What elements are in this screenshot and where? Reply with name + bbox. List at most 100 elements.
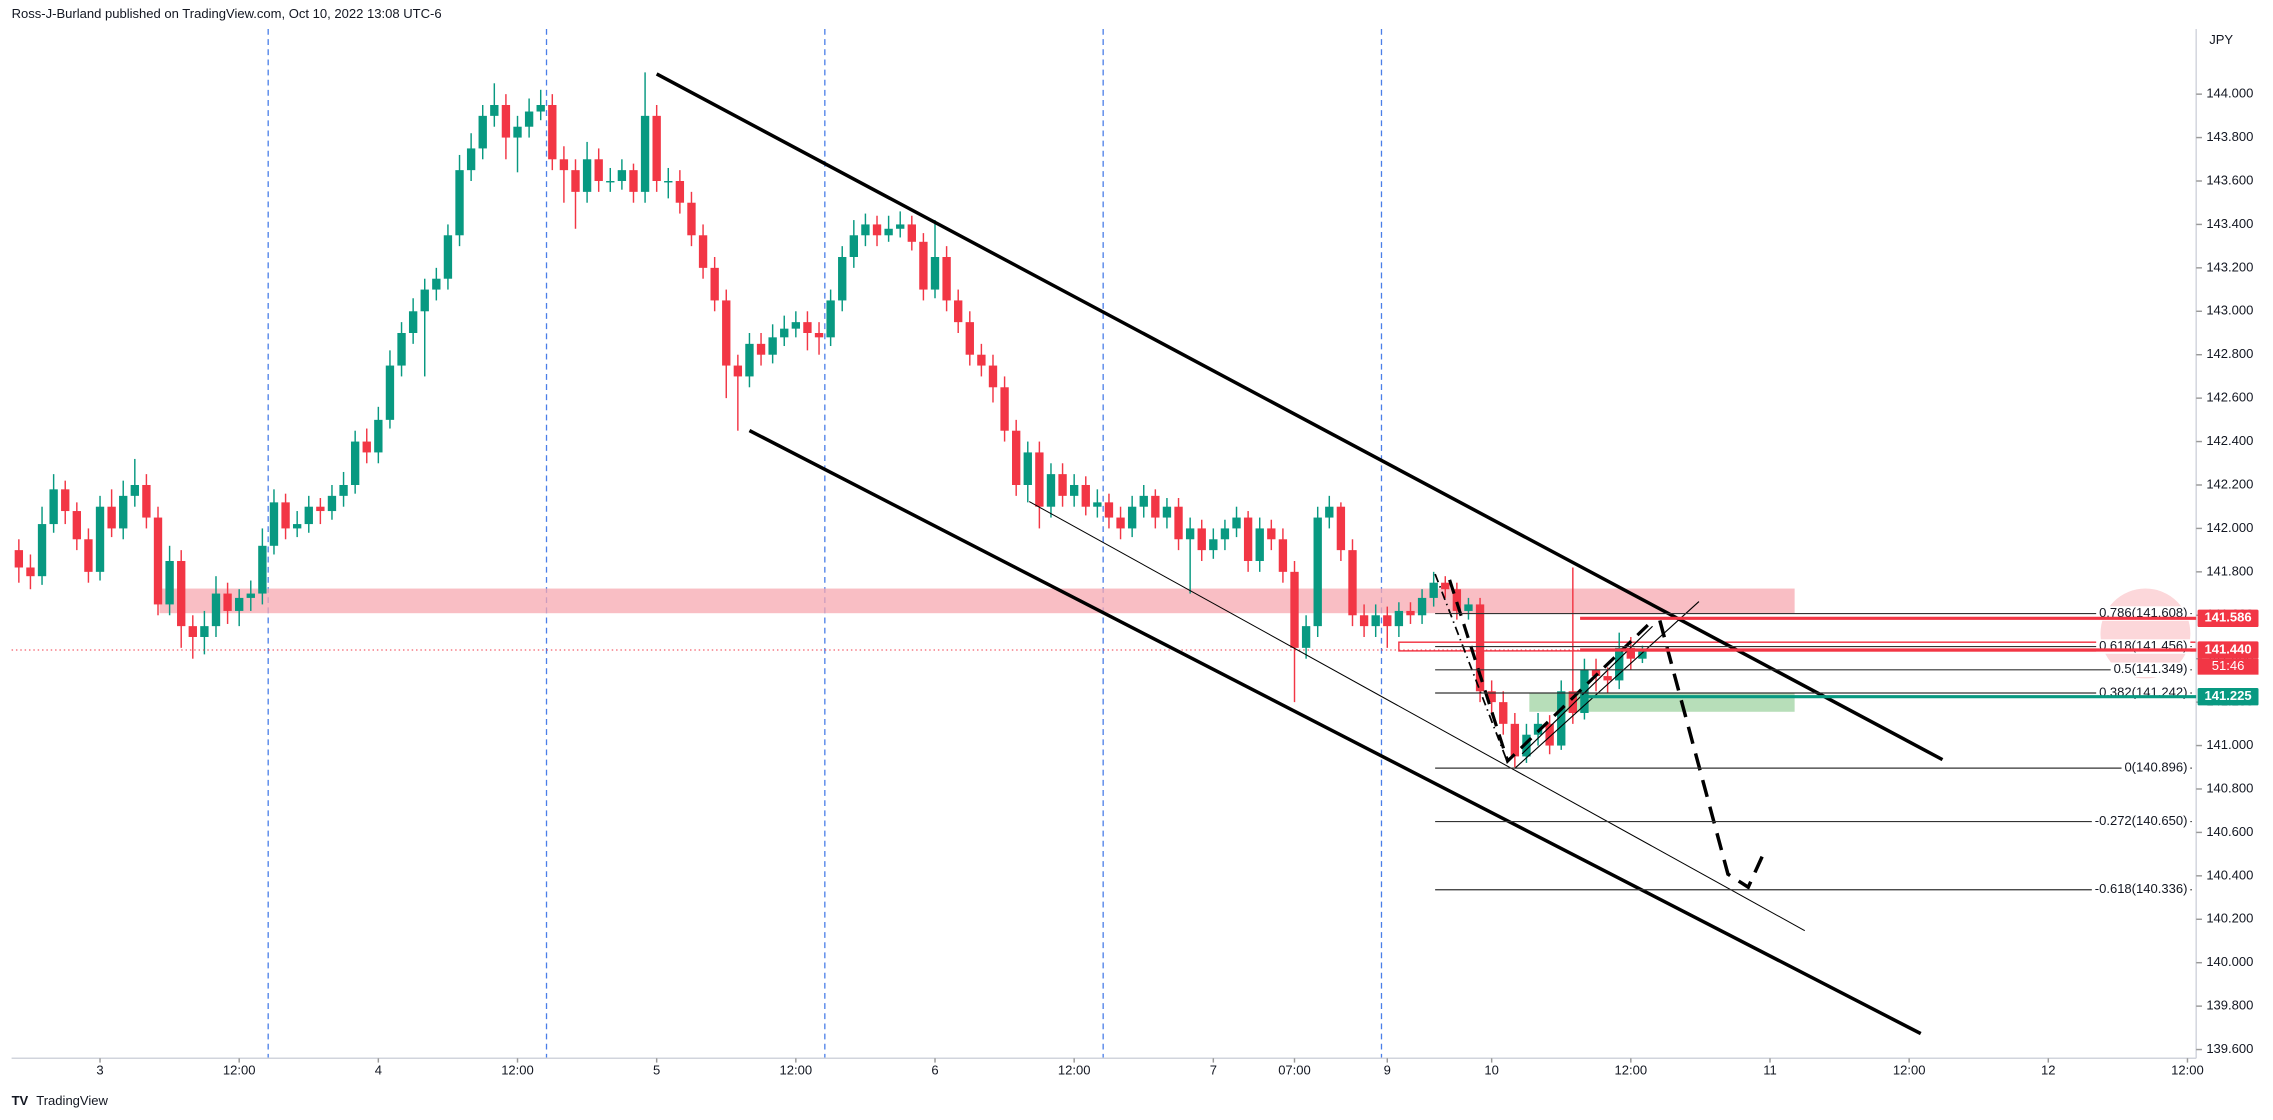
candle-body <box>1348 550 1357 616</box>
candle-body <box>292 524 302 529</box>
candle-body <box>606 181 615 183</box>
candle-body <box>977 354 986 366</box>
candle-body <box>1510 723 1520 757</box>
candle-body <box>768 337 777 355</box>
candle-body <box>1209 539 1218 551</box>
y-tick-label: 139.800 <box>2206 998 2253 1013</box>
candle-body <box>235 597 244 611</box>
candle-body <box>408 311 418 333</box>
candle-body <box>803 322 812 333</box>
channel-mid <box>1028 501 1806 932</box>
candle-body <box>1104 502 1114 518</box>
candle-body <box>455 170 464 236</box>
candle-body <box>745 343 754 377</box>
y-tick-label: 139.600 <box>2206 1041 2253 1056</box>
candle-body <box>838 256 847 301</box>
candle-body <box>896 224 905 229</box>
candle-body <box>1394 610 1404 627</box>
candle-body <box>478 115 487 149</box>
candle-body <box>1243 517 1253 561</box>
candle-body <box>791 322 801 329</box>
candle-body <box>269 502 279 546</box>
candle-body <box>548 105 557 160</box>
candle-body <box>1267 528 1276 540</box>
candle-body <box>1417 597 1427 616</box>
x-tick-label: 12:00 <box>2171 1063 2204 1078</box>
candle-body <box>1035 452 1044 507</box>
candle-body <box>1603 676 1612 681</box>
y-tick-label: 144.000 <box>2206 86 2253 101</box>
candle-body <box>1278 539 1288 572</box>
candle-body <box>594 159 603 182</box>
candle-body <box>1232 517 1241 529</box>
candle-body <box>84 539 93 572</box>
y-tick-label: 141.000 <box>2206 737 2253 752</box>
candle-body <box>95 506 105 572</box>
y-tick-label: 142.600 <box>2206 390 2253 405</box>
candle-body <box>1139 495 1148 507</box>
price-tag <box>2197 609 2259 628</box>
candle-body <box>258 545 267 594</box>
candle-body <box>61 489 70 512</box>
wedge-line <box>1514 601 1700 769</box>
candle-body <box>1371 615 1380 627</box>
candle-body <box>826 300 835 338</box>
candle-body <box>814 332 824 338</box>
candle-body <box>1533 723 1543 735</box>
candle-body <box>1058 474 1067 496</box>
fib-label: 0(140.896) <box>2124 760 2187 775</box>
candle-body <box>1069 484 1079 496</box>
candle-body <box>930 256 940 290</box>
candle-body <box>26 567 35 577</box>
publisher: Ross-J-Burland published on TradingView.… <box>12 6 442 21</box>
fib-label-bg <box>2091 882 2191 897</box>
logo: TV TradingView <box>12 1093 109 1108</box>
candle-body <box>536 105 545 112</box>
fib-label: 0.5(141.349) <box>2114 661 2188 676</box>
candle-body <box>988 365 998 388</box>
candle-body <box>780 328 789 338</box>
candle-body <box>1452 589 1462 611</box>
y-tick-label: 140.400 <box>2206 867 2253 882</box>
candle-body <box>1441 582 1450 590</box>
countdown: 51:46 <box>2212 658 2245 673</box>
plot <box>11 72 2197 768</box>
candle-body <box>1301 626 1311 648</box>
candle-body <box>861 224 870 236</box>
currency: JPY <box>2209 32 2233 47</box>
candle-body <box>1046 474 1056 507</box>
candle-body <box>849 235 858 257</box>
candle-body <box>872 224 882 236</box>
candle-body <box>223 593 232 611</box>
y-tick-label: 141.800 <box>2206 563 2253 578</box>
candle-body <box>571 170 580 192</box>
candle-body <box>1255 528 1264 561</box>
candle-body <box>14 550 24 568</box>
candle-body <box>1499 702 1508 724</box>
candle-body <box>177 560 186 627</box>
channel-upper <box>655 72 1944 762</box>
x-tick-label: 11 <box>1763 1063 1777 1078</box>
wedge-line <box>1521 625 1653 755</box>
countdown-bg <box>2197 658 2259 675</box>
candle-body <box>1197 528 1206 551</box>
candle-body <box>37 524 47 577</box>
candle-body <box>907 224 916 242</box>
y-tick-label: 143.200 <box>2206 259 2253 274</box>
session-separators <box>267 29 1383 1059</box>
x-tick-label: 6 <box>931 1063 938 1078</box>
fib-label: -0.272(140.650) <box>2095 813 2188 828</box>
y-tick-label: 142.400 <box>2206 433 2253 448</box>
x-tick-label: 12:00 <box>501 1063 534 1078</box>
candle-body <box>1313 517 1322 627</box>
candle-body <box>119 495 128 529</box>
candle-body <box>281 502 290 529</box>
candle-body <box>1580 669 1589 713</box>
projection-future <box>1658 619 1765 890</box>
fib-label-bg <box>2121 760 2191 776</box>
candle-body <box>1290 571 1299 648</box>
candle-body <box>1487 691 1496 703</box>
candle-body <box>1545 723 1554 746</box>
candle-body <box>107 506 116 529</box>
candle-body <box>1557 691 1566 746</box>
